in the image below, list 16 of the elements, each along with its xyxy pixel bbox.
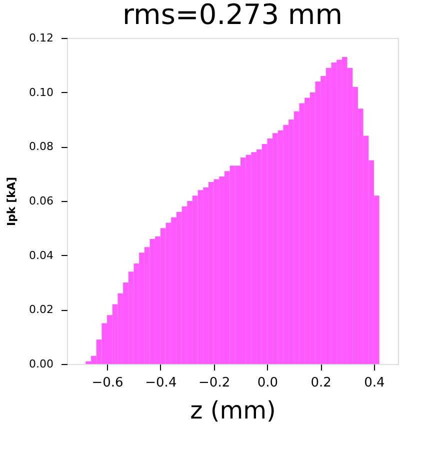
x-tick-label: 0.0 (257, 376, 278, 390)
y-tick-label: 0.10 (29, 86, 54, 99)
y-tick-label: 0.04 (29, 248, 54, 262)
x-tick-label: −0.4 (145, 376, 177, 390)
x-axis-title: z (mm) (190, 396, 276, 424)
x-tick-label: 0.2 (310, 376, 332, 390)
y-tick-label: 0.08 (29, 140, 54, 154)
chart-title: rms=0.273 mm (122, 0, 342, 31)
y-tick-label: 0.02 (29, 303, 54, 316)
x-tick-label: −0.6 (92, 376, 124, 390)
y-tick-label: 0.06 (29, 194, 54, 208)
y-tick-label: 0.12 (29, 32, 54, 44)
y-tick-label: 0.00 (29, 358, 54, 370)
y-axis-title: Ipk [kA] (5, 177, 18, 226)
x-tick-label: −0.2 (198, 376, 230, 390)
x-tick-label: 0.4 (364, 376, 385, 390)
